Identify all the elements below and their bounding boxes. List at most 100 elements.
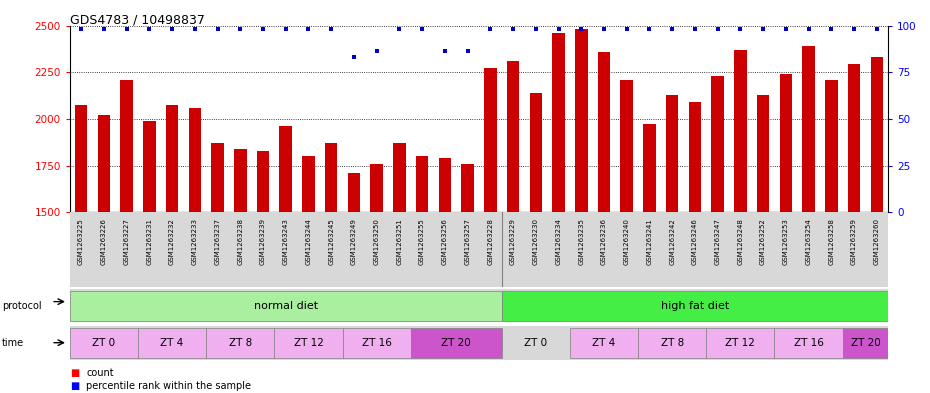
Text: ZT 16: ZT 16 (362, 338, 392, 348)
Text: ■: ■ (70, 367, 79, 378)
Text: ZT 20: ZT 20 (851, 338, 881, 348)
Bar (825, 80, 838, 393)
Bar (274, 328, 342, 358)
Text: GSM1263238: GSM1263238 (237, 218, 244, 265)
Bar (848, 64, 860, 393)
Text: high fat diet: high fat diet (661, 301, 729, 310)
Point (142, 26, 157, 32)
Bar (206, 328, 274, 358)
Text: GSM1263244: GSM1263244 (305, 218, 312, 265)
Text: percentile rank within the sample: percentile rank within the sample (86, 381, 251, 391)
Text: GSM1263227: GSM1263227 (124, 218, 129, 265)
Text: GSM1263233: GSM1263233 (192, 218, 198, 265)
Text: ZT 12: ZT 12 (725, 338, 755, 348)
Point (460, 48, 475, 54)
Bar (734, 50, 747, 393)
Text: GSM1263242: GSM1263242 (670, 218, 675, 265)
Point (256, 26, 271, 32)
Bar (598, 51, 610, 393)
Bar (803, 46, 815, 393)
Bar (370, 163, 383, 393)
Bar (711, 76, 724, 393)
Bar (666, 95, 678, 393)
Bar (189, 108, 201, 393)
Text: GSM1263255: GSM1263255 (419, 218, 425, 265)
Point (846, 26, 861, 32)
Bar (234, 149, 246, 393)
Point (711, 26, 725, 32)
Text: GSM1263239: GSM1263239 (260, 218, 266, 265)
Bar (570, 328, 638, 358)
Bar (843, 328, 888, 358)
Point (301, 26, 316, 32)
Text: GSM1263243: GSM1263243 (283, 218, 288, 265)
Bar (461, 163, 473, 393)
Bar (439, 158, 451, 393)
Text: GSM1263251: GSM1263251 (396, 218, 403, 265)
Text: ZT 8: ZT 8 (660, 338, 684, 348)
Text: GSM1263257: GSM1263257 (465, 218, 471, 265)
Point (687, 26, 702, 32)
Text: GSM1263226: GSM1263226 (100, 218, 107, 265)
Bar (325, 143, 338, 393)
Point (187, 26, 202, 32)
Bar (348, 173, 360, 393)
Text: GSM1263241: GSM1263241 (646, 218, 653, 265)
Point (369, 48, 384, 54)
Text: ZT 0: ZT 0 (525, 338, 548, 348)
Bar (70, 328, 138, 358)
Point (642, 26, 657, 32)
Text: ZT 12: ZT 12 (294, 338, 324, 348)
Bar (416, 156, 429, 393)
Point (210, 26, 225, 32)
Text: ZT 16: ZT 16 (793, 338, 824, 348)
Text: normal diet: normal diet (254, 301, 318, 310)
Point (574, 26, 589, 32)
Bar (638, 328, 706, 358)
Point (551, 26, 566, 32)
Point (392, 26, 406, 32)
Bar (688, 102, 701, 393)
Text: GSM1263252: GSM1263252 (760, 218, 766, 265)
Text: count: count (86, 367, 114, 378)
Bar (620, 80, 633, 393)
Bar (575, 29, 588, 393)
Bar (98, 115, 110, 393)
Point (324, 26, 339, 32)
Point (347, 53, 362, 60)
Bar (644, 125, 656, 393)
Text: ■: ■ (70, 381, 79, 391)
Bar (501, 290, 888, 321)
Bar (484, 68, 497, 393)
Text: ZT 4: ZT 4 (592, 338, 616, 348)
Text: ZT 8: ZT 8 (229, 338, 252, 348)
Point (756, 26, 771, 32)
Bar (279, 126, 292, 393)
Bar (257, 151, 269, 393)
Bar (302, 156, 314, 393)
Text: GSM1263250: GSM1263250 (374, 218, 379, 265)
Bar (70, 290, 501, 321)
Point (619, 26, 634, 32)
Text: GSM1263247: GSM1263247 (714, 218, 721, 265)
Point (165, 26, 179, 32)
Point (528, 26, 543, 32)
Text: GSM1263253: GSM1263253 (783, 218, 789, 265)
Text: GDS4783 / 10498837: GDS4783 / 10498837 (70, 14, 205, 27)
Bar (342, 328, 411, 358)
Text: GSM1263245: GSM1263245 (328, 218, 334, 265)
Point (97, 26, 112, 32)
Bar (138, 328, 206, 358)
Bar (143, 121, 155, 393)
Point (437, 48, 452, 54)
Text: GSM1263232: GSM1263232 (169, 218, 175, 265)
Bar (411, 328, 501, 358)
Text: protocol: protocol (2, 301, 42, 311)
Text: GSM1263231: GSM1263231 (146, 218, 153, 265)
Bar (552, 33, 565, 393)
Text: GSM1263225: GSM1263225 (78, 218, 84, 265)
Bar (775, 328, 843, 358)
Bar (120, 80, 133, 393)
Bar (779, 74, 792, 393)
Bar (757, 95, 769, 393)
